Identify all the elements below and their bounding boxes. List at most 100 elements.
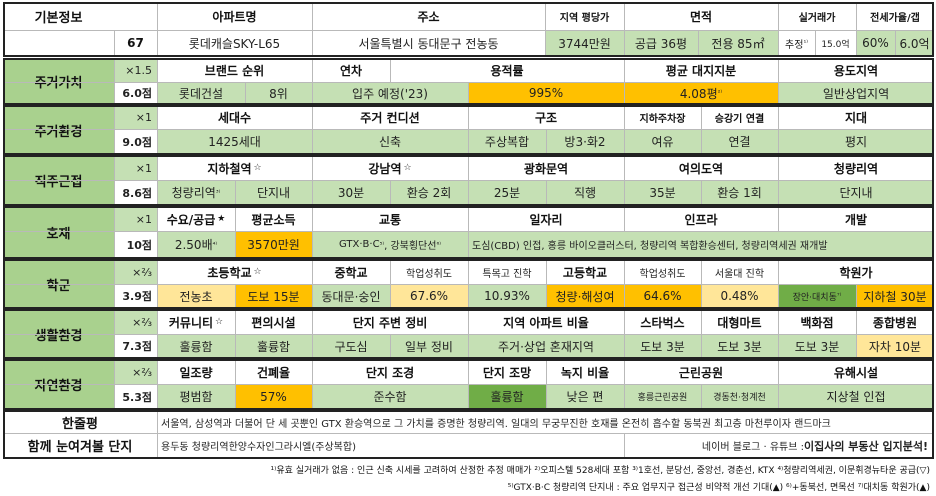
grid-line <box>3 433 934 434</box>
hazard-header: 유해시설 <box>778 360 934 384</box>
grid-line <box>624 106 625 129</box>
traffic-value: GTX·B·C ⁵⁾, 강북횡단선 ⁶⁾ <box>312 231 468 258</box>
land-header: 평균 대지지분 <box>624 59 778 82</box>
grid-line <box>778 82 779 104</box>
grid-line <box>468 360 469 384</box>
grid-line <box>778 129 779 154</box>
snu-header: 서울대 진학 <box>701 260 778 284</box>
park-header: 근린공원 <box>624 360 778 384</box>
sunlight-value: 평범함 <box>157 384 235 409</box>
c7-score: 5.3점 <box>114 384 157 409</box>
sunlight-header: 일조량 <box>157 360 235 384</box>
region-price-header: 지역 평당가 <box>545 3 624 30</box>
surroundings-header: 단지 주변 정비 <box>312 310 468 334</box>
middle-score: 67.6% <box>390 284 468 308</box>
footnote-2: ⁵⁾GTX·B·C 청량리역 단지내 : 주요 업무지구 접근성 비약적 개선 … <box>3 478 934 494</box>
grid-line <box>312 207 313 231</box>
jobs-header: 일자리 <box>468 207 624 231</box>
elevator-value: 연결 <box>701 129 778 154</box>
section-frame <box>3 259 934 309</box>
grid-line <box>468 180 469 205</box>
grid-line <box>701 284 702 308</box>
yeouido-time: 35분 <box>624 180 701 205</box>
grid-line <box>390 260 391 284</box>
view-value: 훌륭함 <box>468 384 546 409</box>
grid-line <box>468 384 469 409</box>
c5-score: 3.9점 <box>114 284 157 308</box>
region-price-value: 3744만원 <box>545 30 624 56</box>
green-value: 낮은 편 <box>546 384 624 409</box>
academy-access: 지하철 30분 <box>856 284 934 308</box>
jeonse-rate: 60% <box>856 30 895 56</box>
grid-line <box>235 310 236 334</box>
year-value: 입주 예정('23) <box>312 82 468 104</box>
cheongnyangni-header: 청량리역 <box>778 156 934 180</box>
grid-line <box>114 30 115 56</box>
grid-line <box>701 180 702 205</box>
grid-line <box>778 59 779 82</box>
grid-line <box>468 334 469 358</box>
grid-line <box>546 180 547 205</box>
department-header: 백화점 <box>778 310 856 334</box>
grid-line <box>468 284 469 308</box>
brand-rank: 8위 <box>245 82 312 104</box>
grid-line <box>235 231 236 258</box>
park-2: 경동천·청계천 <box>701 384 778 409</box>
grid-line <box>545 3 546 30</box>
mart-value: 도보 3분 <box>701 334 778 358</box>
middle-name: 동대문·숭인 <box>312 284 390 308</box>
star-icon: ☆ <box>215 317 224 327</box>
grid-line <box>157 129 158 154</box>
income-header: 평균소득 <box>235 207 312 231</box>
grid-line <box>114 360 115 384</box>
grid-line <box>312 384 313 409</box>
review-text: 서울역, 삼성역과 더불어 단 세 곳뿐인 GTX 환승역으로 그 가치를 증명… <box>157 411 934 433</box>
compare-blog: 네이버 블로그 · 유튜브 : 이집사의 부동산 입지분석! <box>624 433 934 458</box>
basic-label: 기본정보 <box>3 3 114 30</box>
grid-line <box>114 59 115 82</box>
structure-type: 주상복합 <box>468 129 546 154</box>
apt-name-value: 롯데캐슬SKY-L65 <box>157 30 312 56</box>
traffic-gtx: GTX·B·C <box>339 239 380 250</box>
convenience-value: 훌륭함 <box>235 334 312 358</box>
grid-line <box>624 207 625 231</box>
grid-line <box>778 260 779 284</box>
grid-line <box>3 30 934 31</box>
special-value: 10.93% <box>468 284 546 308</box>
grid-line <box>468 231 469 258</box>
grid-line <box>157 82 158 104</box>
deal-value: 15.0억 <box>815 30 856 56</box>
grid-line <box>468 82 469 104</box>
c2-score: 9.0점 <box>114 129 157 154</box>
grid-line <box>545 30 546 56</box>
gwanghwamun-time: 25분 <box>468 180 546 205</box>
brand-value: 롯데건설 <box>157 82 245 104</box>
snu-value: 0.48% <box>701 284 778 308</box>
grid-line <box>390 180 391 205</box>
view-header: 단지 조망 <box>468 360 546 384</box>
section-frame <box>3 58 934 105</box>
star-filled-icon: ★ <box>217 214 226 224</box>
grid-line <box>312 82 313 104</box>
hazard-value: 지상철 인접 <box>778 384 934 409</box>
brand-header: 브랜드 순위 <box>157 59 312 82</box>
grid-line <box>895 30 896 56</box>
blog-brand: 이집사의 부동산 입지분석! <box>804 439 928 453</box>
community-header: 커뮤니티 ☆ <box>157 310 235 334</box>
grid-line <box>157 156 158 180</box>
grid-line <box>157 30 158 56</box>
land-value: 4.08평 ²⁾ <box>624 82 778 104</box>
grid-line <box>390 59 391 82</box>
hospital-header: 종합병원 <box>856 310 934 334</box>
grid-line <box>114 180 115 205</box>
grid-line <box>778 106 779 129</box>
c4-score: 10점 <box>114 231 157 258</box>
grid-line <box>157 231 158 258</box>
c3-multiplier: ×1 <box>114 156 157 180</box>
grid-line <box>701 106 702 129</box>
elementary-name: 전농초 <box>157 284 235 308</box>
supply-header: 수요/공급 ★ <box>157 207 235 231</box>
hospital-value: 자차 10분 <box>856 334 934 358</box>
high-name: 청량·해성여 <box>546 284 624 308</box>
